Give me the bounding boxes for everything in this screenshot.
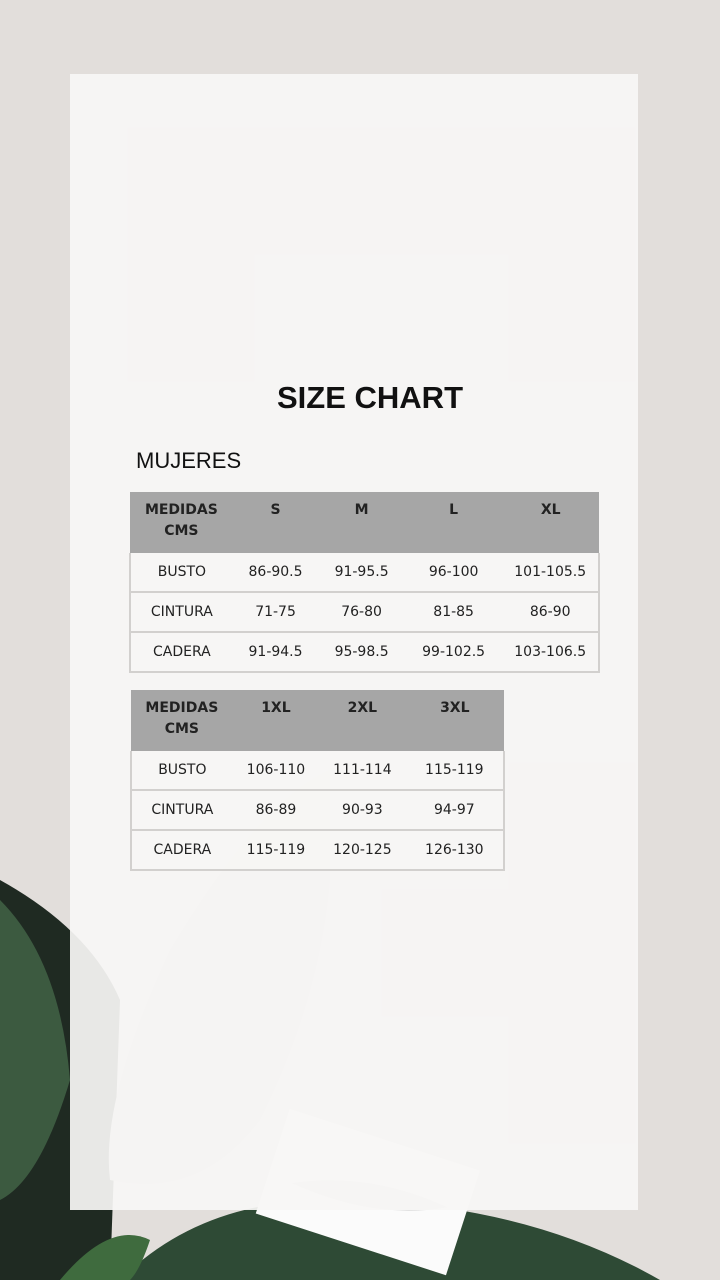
table-cell: 94-97 <box>405 790 506 831</box>
table-cell: 95-98.5 <box>318 632 405 673</box>
table-cell: 86-90 <box>502 592 600 633</box>
header-cell: 3XL <box>405 690 504 751</box>
table-cell: 103-106.5 <box>502 632 600 673</box>
table-cell: 96-100 <box>404 553 503 593</box>
table-row: CINTURA 86-89 90-93 94-97 <box>130 790 506 831</box>
table-row: BUSTO 86-90.5 91-95.5 96-100 101-105.5 <box>129 553 600 593</box>
header-cell: S <box>232 492 319 553</box>
table-row: CINTURA 71-75 76-80 81-85 86-90 <box>129 592 600 633</box>
table-header-row: MEDIDAS CMS 1XL 2XL 3XL <box>131 690 504 751</box>
table-cell: 99-102.5 <box>404 632 503 673</box>
table-cell: 106-110 <box>232 751 320 791</box>
size-table-plus: MEDIDAS CMS 1XL 2XL 3XL BUSTO 106-110 11… <box>130 690 506 871</box>
table-row: CADERA 91-94.5 95-98.5 99-102.5 103-106.… <box>129 632 600 673</box>
row-label: CADERA <box>129 632 233 673</box>
table-row: BUSTO 106-110 111-114 115-119 <box>130 751 506 791</box>
row-label: CINTURA <box>129 592 233 633</box>
table-cell: 115-119 <box>232 830 320 871</box>
table-cell: 86-89 <box>232 790 320 831</box>
page-title: SIZE CHART <box>277 380 463 415</box>
table-cell: 91-95.5 <box>318 553 405 593</box>
header-cell: L <box>404 492 503 553</box>
leaf-shape <box>0 900 70 1200</box>
table-row: CADERA 115-119 120-125 126-130 <box>130 830 506 871</box>
table-cell: 120-125 <box>319 830 406 871</box>
table-cell: 76-80 <box>318 592 405 633</box>
row-label: BUSTO <box>129 553 233 593</box>
table-cell: 90-93 <box>319 790 406 831</box>
leaf-shape <box>60 1235 150 1280</box>
table-cell: 81-85 <box>404 592 503 633</box>
table-cell: 126-130 <box>405 830 506 871</box>
header-cell: XL <box>502 492 599 553</box>
header-cell: 1XL <box>232 690 320 751</box>
table-cell: 71-75 <box>232 592 319 633</box>
row-label: BUSTO <box>130 751 233 791</box>
header-cell: MEDIDAS CMS <box>131 690 233 751</box>
header-cell: MEDIDAS CMS <box>130 492 233 553</box>
table-cell: 91-94.5 <box>232 632 319 673</box>
table-cell: 115-119 <box>405 751 506 791</box>
header-cell: 2XL <box>319 690 406 751</box>
header-cell: M <box>318 492 405 553</box>
section-title: MUJERES <box>136 448 242 473</box>
table-cell: 86-90.5 <box>232 553 319 593</box>
size-table-standard: MEDIDAS CMS S M L XL BUSTO 86-90.5 91-95… <box>129 492 600 673</box>
table-cell: 101-105.5 <box>502 553 600 593</box>
row-label: CINTURA <box>130 790 233 831</box>
row-label: CADERA <box>130 830 233 871</box>
table-header-row: MEDIDAS CMS S M L XL <box>130 492 599 553</box>
table-cell: 111-114 <box>319 751 406 791</box>
